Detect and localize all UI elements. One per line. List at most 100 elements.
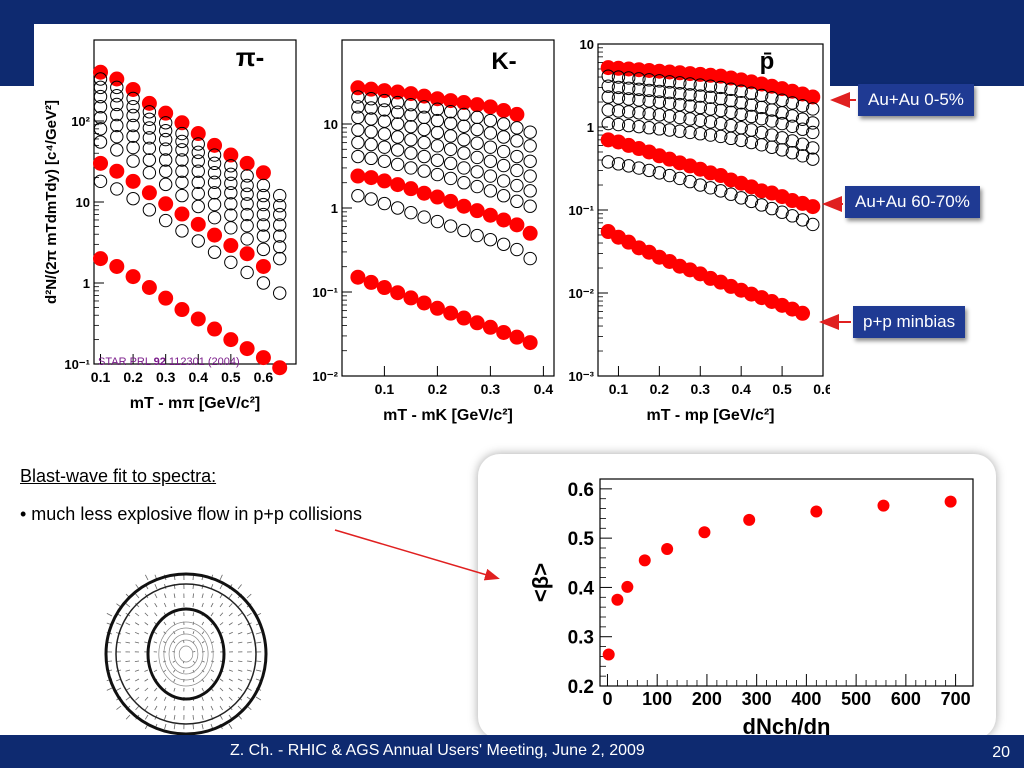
data-point-filled <box>456 198 472 214</box>
spectra-panel-2: 10⁻² 10⁻¹ 1 10 0.1 0.2 0.3 0.4 mT - mK [GeV/c²] K… <box>312 39 555 424</box>
flow-arrow <box>106 613 113 617</box>
data-point-filled <box>223 332 239 348</box>
data-point-open <box>191 234 205 248</box>
flow-arrow <box>154 593 158 599</box>
data-point-open <box>662 123 677 137</box>
data-point-filled <box>509 217 525 233</box>
data-point <box>944 495 957 508</box>
data-point-open <box>775 116 789 131</box>
data-point-open <box>207 166 222 180</box>
data-point-open <box>93 89 108 104</box>
flow-arrow <box>228 612 233 617</box>
filled-series-7 <box>350 168 538 241</box>
data-point-open <box>652 122 667 136</box>
data-point-open <box>93 174 108 189</box>
flow-arrow <box>201 593 204 599</box>
data-point <box>810 505 823 518</box>
data-point-open <box>256 188 271 203</box>
data-point-open <box>523 199 537 213</box>
data-point-open <box>457 133 471 147</box>
x-tick-label: 300 <box>742 689 772 709</box>
open-series-2 <box>351 100 537 153</box>
data-point-open <box>744 135 759 150</box>
data-point <box>743 513 756 526</box>
data-point-filled <box>390 177 406 193</box>
data-point-filled <box>158 196 174 212</box>
fireball-middle-ring <box>115 583 257 725</box>
data-point-open <box>443 219 458 233</box>
data-point-filled <box>469 203 485 219</box>
mean-beta-chart: 0.2 0.3 0.4 0.5 0.6 0 100 200 300 400 500 600 700 dNc… <box>528 478 974 739</box>
flow-arrow <box>192 678 195 683</box>
data-point-open <box>683 88 697 102</box>
flow-arrow <box>192 723 194 730</box>
spectra-figure: 10⁻¹ 1 10 10² 0.1 0.2 0.3 0.4 0.5 0.6 mT - mπ [GeV… <box>34 24 833 428</box>
flow-arrow <box>219 622 224 626</box>
flow-arrow <box>116 705 122 710</box>
x-axis-label: mT - mK [GeV/c²] <box>383 407 513 424</box>
flow-arrow <box>154 696 158 701</box>
data-point-filled <box>403 86 419 102</box>
x-tick-label: 600 <box>891 689 921 709</box>
data-point-filled <box>429 91 445 107</box>
data-point-open <box>430 214 445 229</box>
data-point-open <box>795 149 810 163</box>
data-point-open <box>510 134 524 148</box>
filled-series-0 <box>93 64 271 181</box>
data-point-open <box>175 164 189 178</box>
data-point-open <box>417 164 431 178</box>
data-point-open <box>693 89 707 103</box>
open-series-5 <box>601 116 820 166</box>
flow-arrow <box>153 641 158 644</box>
data-point-open <box>693 113 707 128</box>
data-point-open <box>523 125 537 139</box>
data-point-open <box>110 129 124 144</box>
x-axis-label: mT - mp [GeV/c²] <box>646 407 774 424</box>
data-point-open <box>744 98 759 112</box>
x-tick-label: 0.1 <box>91 369 111 385</box>
spectra-panel-3: 10⁻³ 10⁻² 10⁻¹ 1 10 0.1 0.2 0.3 0.4 0.5 0.6 mT - mp… <box>568 37 833 424</box>
data-point-filled <box>390 84 406 100</box>
contour <box>158 621 214 687</box>
data-point-filled <box>93 155 109 171</box>
data-point-filled <box>429 189 445 205</box>
flow-arrow <box>163 641 167 644</box>
flow-arrow <box>201 641 205 644</box>
data-point-open <box>142 203 157 217</box>
beta-frame <box>599 478 974 687</box>
flow-arrow <box>173 593 176 599</box>
data-point-open <box>795 112 810 126</box>
data-point-open <box>632 82 646 97</box>
open-series-2 <box>601 79 820 130</box>
y-tick-label: 1 <box>331 201 338 216</box>
data-point-open <box>158 164 173 178</box>
flow-arrow <box>237 622 243 626</box>
data-point-filled <box>109 163 125 179</box>
data-point-open <box>93 110 108 125</box>
data-point-open <box>417 149 431 164</box>
flow-arrow <box>125 641 131 644</box>
data-point-filled <box>350 269 366 285</box>
flow-arrow <box>228 723 233 730</box>
flow-arrow <box>153 660 158 663</box>
data-point-open <box>652 166 667 180</box>
x-tick-label: 0.4 <box>534 381 554 397</box>
data-point-open <box>126 191 140 206</box>
contour <box>168 633 204 675</box>
flow-arrow <box>172 660 176 663</box>
flow-arrow <box>134 660 140 663</box>
data-point-open <box>457 146 471 160</box>
x-tick-label: 100 <box>642 689 672 709</box>
flow-arrow <box>144 622 149 626</box>
data-point-open <box>510 178 524 193</box>
data-point-open <box>724 105 738 120</box>
data-point-open <box>632 93 646 107</box>
data-point-open <box>632 119 646 134</box>
data-point-open <box>443 129 458 143</box>
data-point-filled <box>376 173 392 189</box>
citation: STAR PRL 92 112301 (2004) <box>98 356 240 368</box>
open-series-3 <box>351 110 537 168</box>
flow-arrow <box>154 612 158 617</box>
data-point-filled <box>141 279 157 295</box>
data-point <box>611 593 624 606</box>
